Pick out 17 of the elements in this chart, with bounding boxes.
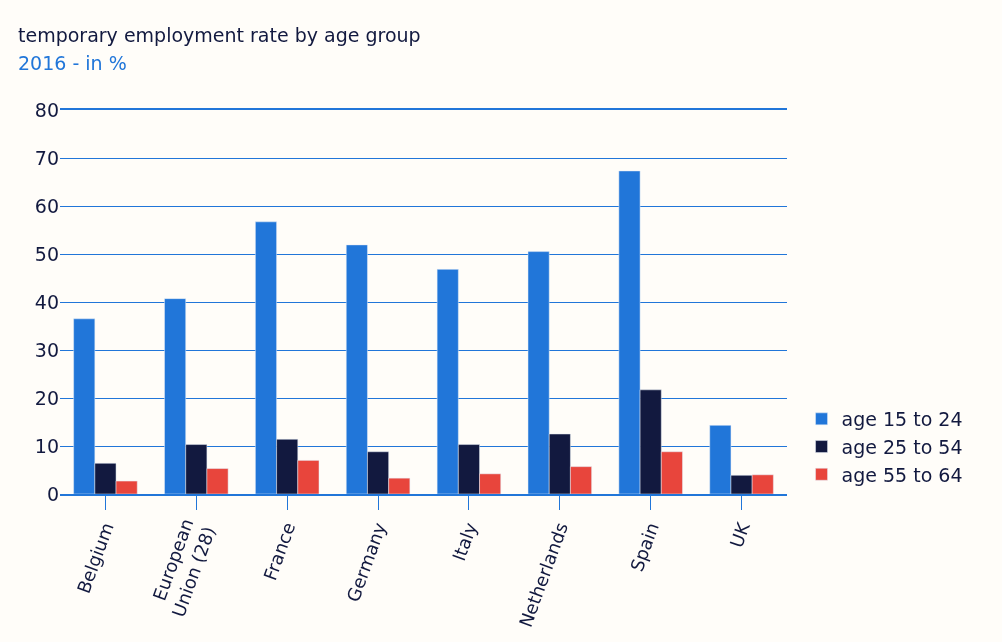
x-tick-label: UK <box>725 518 755 551</box>
x-tick-label: Italy <box>448 519 482 564</box>
legend-label: age 25 to 54 <box>841 435 963 458</box>
y-tick-label: 30 <box>34 338 59 361</box>
y-tick-label: 10 <box>34 434 59 457</box>
y-tick-label: 20 <box>34 386 59 409</box>
legend-label: age 55 to 64 <box>841 463 963 486</box>
y-tick-label: 70 <box>34 146 59 169</box>
x-tick-label: Spain <box>625 519 663 575</box>
chart-title: temporary employment rate by age group <box>18 24 421 46</box>
y-tick-label: 60 <box>34 194 59 217</box>
chart-subtitle: 2016 - in % <box>18 52 127 74</box>
y-tick-label: 40 <box>34 290 59 313</box>
y-tick-label: 50 <box>34 242 59 265</box>
legend-label: age 15 to 24 <box>841 408 963 431</box>
y-tick-label: 0 <box>46 482 59 505</box>
y-tick-label: 80 <box>34 98 59 121</box>
